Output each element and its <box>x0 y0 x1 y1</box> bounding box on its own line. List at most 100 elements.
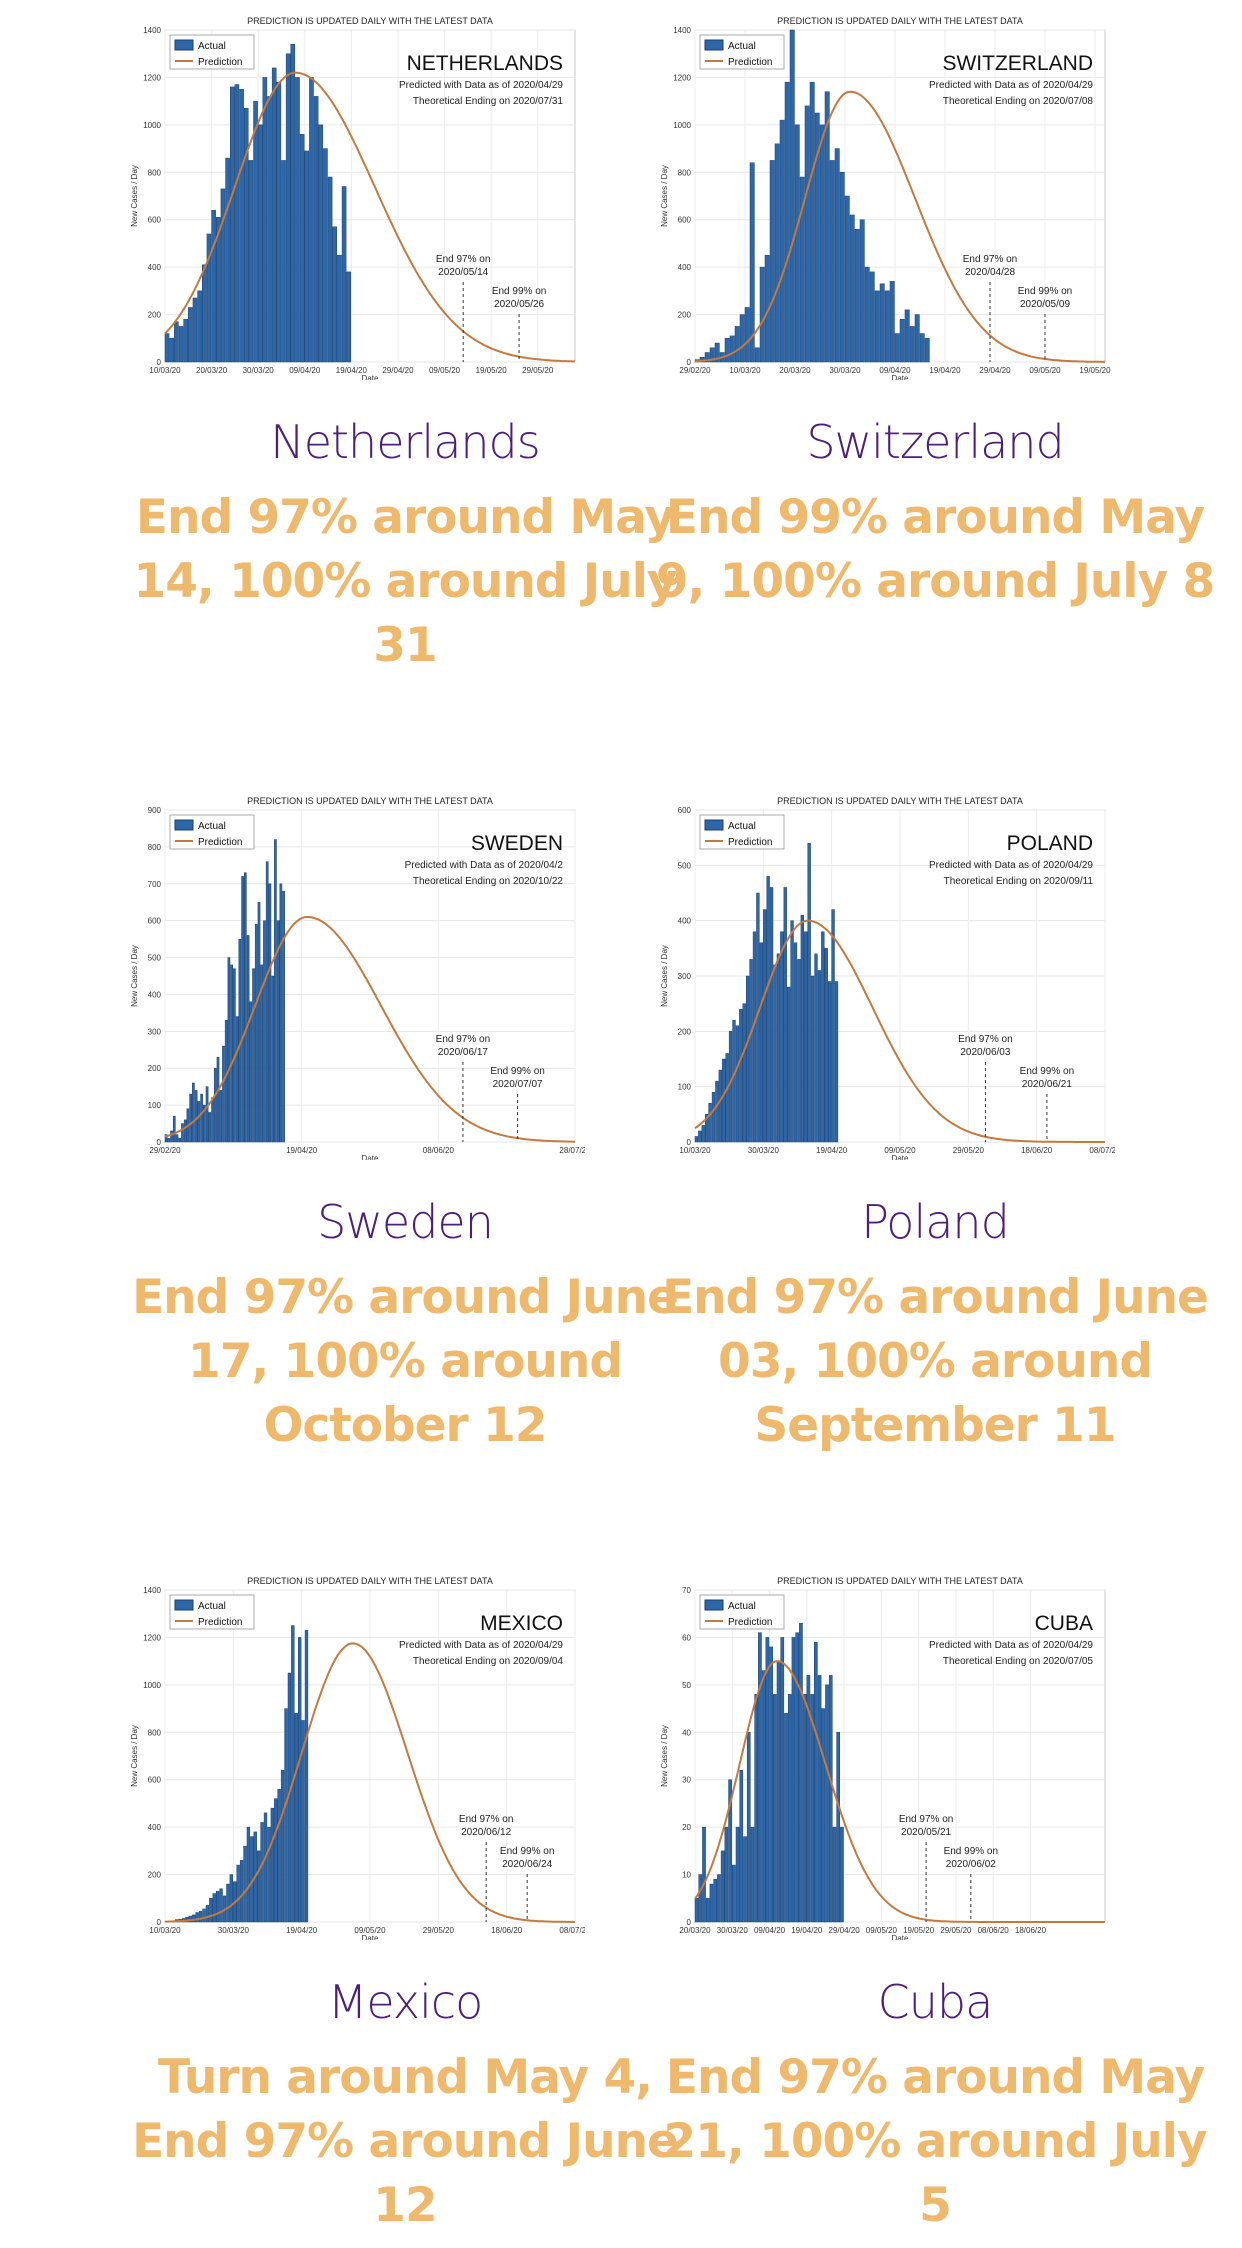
end-marker-date: 2020/06/03 <box>960 1047 1010 1058</box>
end-marker-label: End 97% on <box>963 254 1018 265</box>
legend-swatch-actual <box>704 39 724 51</box>
bar <box>318 124 324 363</box>
bar <box>224 1020 228 1143</box>
header-note: PREDICTION IS UPDATED DAILY WITH THE LAT… <box>777 1576 1023 1586</box>
bar <box>346 271 352 363</box>
bar <box>235 1016 239 1143</box>
y-axis-label: New Cases / Day <box>130 165 139 227</box>
y-tick-label: 800 <box>148 168 162 177</box>
bar <box>295 77 300 363</box>
bar <box>809 81 815 363</box>
end-marker-date: 2020/07/07 <box>493 1079 543 1090</box>
bar <box>216 1056 220 1143</box>
chart: PREDICTION IS UPDATED DAILY WITH THE LAT… <box>125 790 685 1160</box>
bar <box>773 1694 777 1923</box>
bar <box>304 150 310 363</box>
y-tick-label: 900 <box>148 806 162 815</box>
chart: PREDICTION IS UPDATED DAILY WITH THE LAT… <box>655 1570 1215 1940</box>
bar <box>729 335 735 363</box>
chart-subtitle: Predicted with Data as of 2020/04/29 <box>399 1640 563 1651</box>
bar <box>285 53 291 363</box>
x-tick-label: 09/05/20 <box>866 1926 898 1935</box>
chart-svg: PREDICTION IS UPDATED DAILY WITH THE LAT… <box>660 16 1111 380</box>
y-tick-label: 70 <box>682 1586 691 1595</box>
bar <box>708 1103 712 1143</box>
chart-subtitle: Theoretical Ending on 2020/07/05 <box>943 1656 1094 1667</box>
bar <box>802 1694 807 1923</box>
y-tick-label: 10 <box>682 1871 691 1880</box>
legend-swatch-actual <box>704 1599 724 1611</box>
x-tick-label: 08/07/20 <box>559 1926 585 1935</box>
chart-svg: PREDICTION IS UPDATED DAILY WITH THE LAT… <box>660 796 1115 1160</box>
bar <box>739 1769 744 1923</box>
y-tick-label: 200 <box>148 1871 162 1880</box>
bar <box>276 920 280 1143</box>
legend-swatch-actual <box>174 1599 194 1611</box>
end-marker-date: 2020/05/26 <box>494 299 544 310</box>
bar <box>205 1905 210 1923</box>
bar <box>213 1067 217 1143</box>
bar <box>791 1637 796 1923</box>
bar <box>769 887 774 1143</box>
y-tick-label: 200 <box>678 1027 692 1036</box>
bar <box>188 307 193 363</box>
bar <box>758 1632 762 1923</box>
x-tick-label: 08/06/20 <box>978 1926 1010 1935</box>
bar <box>836 1732 841 1923</box>
bar <box>769 1646 773 1923</box>
bar <box>909 326 915 363</box>
bar <box>732 1864 736 1923</box>
bar <box>784 81 790 363</box>
end-marker-label: End 97% on <box>899 1814 954 1825</box>
end-marker-date: 2020/06/24 <box>502 1859 552 1870</box>
country-name: Cuba <box>877 1975 994 2029</box>
x-tick-label: 10/03/20 <box>679 1146 711 1155</box>
y-axis-label: New Cases / Day <box>130 945 139 1007</box>
x-tick-label: 09/04/20 <box>289 366 321 375</box>
x-tick-label: 30/03/20 <box>243 366 275 375</box>
y-tick-label: 400 <box>148 1823 162 1832</box>
x-tick-label: 10/03/20 <box>149 366 181 375</box>
bar <box>776 1660 781 1923</box>
bar <box>754 1694 759 1923</box>
bar <box>750 1826 755 1923</box>
y-tick-label: 1200 <box>143 73 161 82</box>
bar <box>889 281 895 363</box>
legend-actual: Actual <box>198 821 226 832</box>
bar <box>234 84 240 363</box>
bar <box>178 326 184 363</box>
bar <box>749 162 755 363</box>
bar <box>769 160 775 363</box>
bar <box>226 1883 230 1923</box>
bar <box>290 43 296 363</box>
bar <box>243 1845 247 1923</box>
bar <box>239 1860 244 1923</box>
bar <box>709 1883 714 1923</box>
bar <box>167 1138 171 1143</box>
bar <box>739 314 745 363</box>
bar <box>825 1684 829 1923</box>
bar <box>724 338 730 363</box>
bar <box>267 96 272 363</box>
x-tick-label: 08/06/20 <box>423 1146 455 1155</box>
bar <box>225 157 230 363</box>
chart-svg: PREDICTION IS UPDATED DAILY WITH THE LAT… <box>130 1576 585 1940</box>
bar <box>332 226 338 363</box>
y-tick-label: 1400 <box>143 26 161 35</box>
chart-subtitle: Theoretical Ending on 2020/10/22 <box>413 876 564 887</box>
x-tick-label: 20/03/20 <box>679 1926 711 1935</box>
y-tick-label: 200 <box>148 311 162 320</box>
bar <box>260 964 264 1143</box>
y-tick-label: 1400 <box>673 26 691 35</box>
y-tick-label: 200 <box>678 311 692 320</box>
bar <box>169 338 174 363</box>
bar <box>208 1112 212 1143</box>
bar <box>728 1779 732 1923</box>
x-tick-label: 29/02/20 <box>149 1146 181 1155</box>
bar <box>209 1898 213 1923</box>
prediction-curve <box>164 916 575 1143</box>
bar <box>694 1136 699 1143</box>
chart-title: CUBA <box>1035 1612 1093 1635</box>
x-tick-label: 19/04/20 <box>336 366 368 375</box>
bar <box>260 1822 264 1923</box>
